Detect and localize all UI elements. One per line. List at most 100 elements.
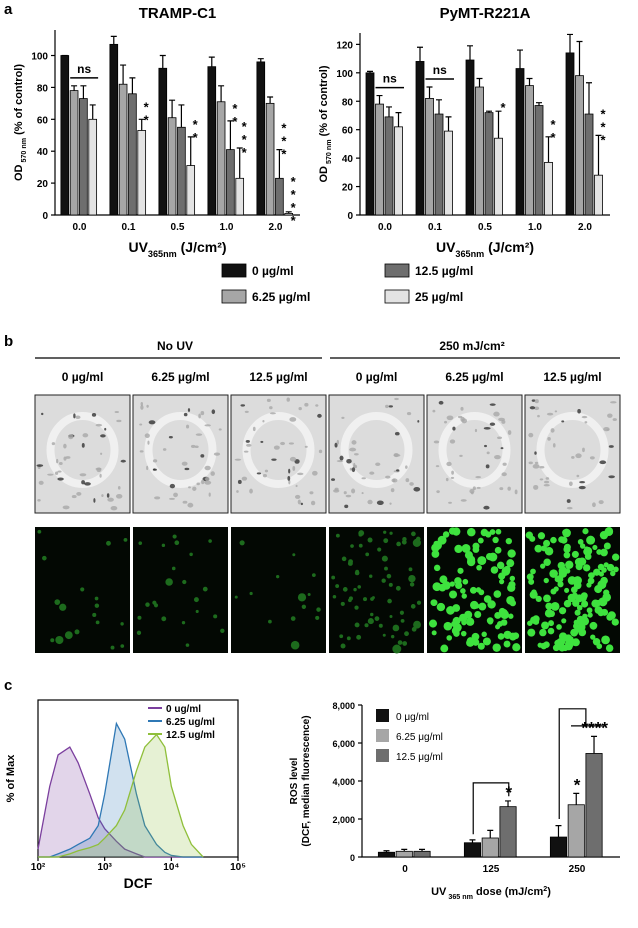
cell [336, 460, 344, 463]
cell [297, 472, 304, 476]
cell [417, 419, 420, 423]
legend-label: 12.5 µg/ml [415, 264, 473, 278]
cell [269, 406, 273, 410]
cell [493, 590, 502, 598]
cell [269, 412, 276, 415]
cell [208, 492, 211, 497]
annotation: * [574, 775, 581, 794]
cell [552, 443, 556, 448]
cell [534, 544, 543, 553]
cell [377, 547, 382, 552]
cell [56, 458, 59, 464]
legend-swatch [384, 263, 410, 278]
cell [544, 609, 554, 618]
bar [88, 118, 98, 216]
cell [610, 570, 616, 577]
annotation: *** [276, 121, 291, 160]
cell [466, 557, 476, 567]
line [38, 721, 204, 858]
cell [345, 494, 352, 498]
bar [415, 61, 425, 216]
cell [252, 426, 256, 432]
error-bar [417, 46, 423, 62]
x-axis-label: DCF [124, 875, 153, 891]
legend-swatch [376, 729, 389, 742]
cell [449, 590, 458, 599]
cell [346, 636, 351, 641]
cell [416, 600, 422, 605]
cell [165, 578, 173, 586]
group-label: 250 mJ/cm² [439, 339, 504, 353]
y-tick-label: 8,000 [332, 701, 355, 711]
cell [605, 644, 614, 652]
legend-label: 6.25 μg/ml [396, 732, 443, 743]
cell [393, 453, 401, 457]
bar [425, 98, 434, 216]
cell [396, 541, 401, 547]
cell [448, 527, 457, 535]
cell [367, 618, 374, 625]
cell [497, 436, 503, 439]
bar [69, 90, 79, 216]
legend-swatch [221, 263, 247, 278]
label-part: OD [318, 166, 330, 183]
group-label: No UV [157, 339, 193, 353]
cell [234, 595, 238, 599]
cell [413, 620, 421, 629]
cell [385, 475, 391, 479]
cell [454, 544, 463, 554]
cell [249, 591, 253, 596]
cell [557, 561, 566, 570]
cell [301, 604, 307, 609]
bar [207, 66, 217, 216]
bar [109, 43, 119, 216]
cell [474, 428, 478, 433]
error-bar [555, 825, 562, 838]
cell [310, 500, 316, 506]
cell [346, 458, 352, 464]
cell [315, 404, 319, 407]
cell [450, 476, 455, 479]
cell [606, 563, 615, 572]
cell [262, 473, 267, 478]
cell [234, 458, 242, 461]
cell [589, 621, 598, 630]
cell [461, 543, 471, 553]
cell [545, 602, 553, 610]
annotation: ** [227, 101, 242, 127]
cell [388, 405, 393, 408]
cell [370, 597, 374, 601]
cell [194, 445, 199, 449]
annotation: * [496, 100, 511, 113]
cell [466, 617, 475, 626]
cell [383, 530, 387, 534]
cell [106, 493, 110, 498]
error-bar [573, 792, 580, 805]
cell [47, 473, 54, 476]
cell [184, 467, 190, 471]
cell [603, 542, 611, 550]
bar [118, 83, 128, 216]
cell [494, 546, 502, 554]
bar [465, 59, 475, 216]
cell [554, 576, 561, 583]
bar [384, 116, 394, 216]
x-tick-label: 0.1 [428, 222, 442, 233]
cell [499, 579, 505, 585]
cell [41, 412, 44, 416]
label-part: UV [436, 239, 456, 255]
area [38, 723, 204, 857]
cell [506, 559, 515, 568]
cell [485, 464, 490, 469]
cell [297, 499, 301, 505]
cell [174, 540, 180, 546]
cell [288, 468, 291, 474]
cell [537, 414, 540, 418]
fluorescence-image [133, 527, 228, 653]
cell [344, 504, 349, 509]
x-tick-label: 1.0 [220, 222, 234, 233]
cell [388, 582, 393, 587]
bar [284, 213, 294, 216]
cell [394, 397, 399, 401]
error-bar [187, 136, 194, 166]
